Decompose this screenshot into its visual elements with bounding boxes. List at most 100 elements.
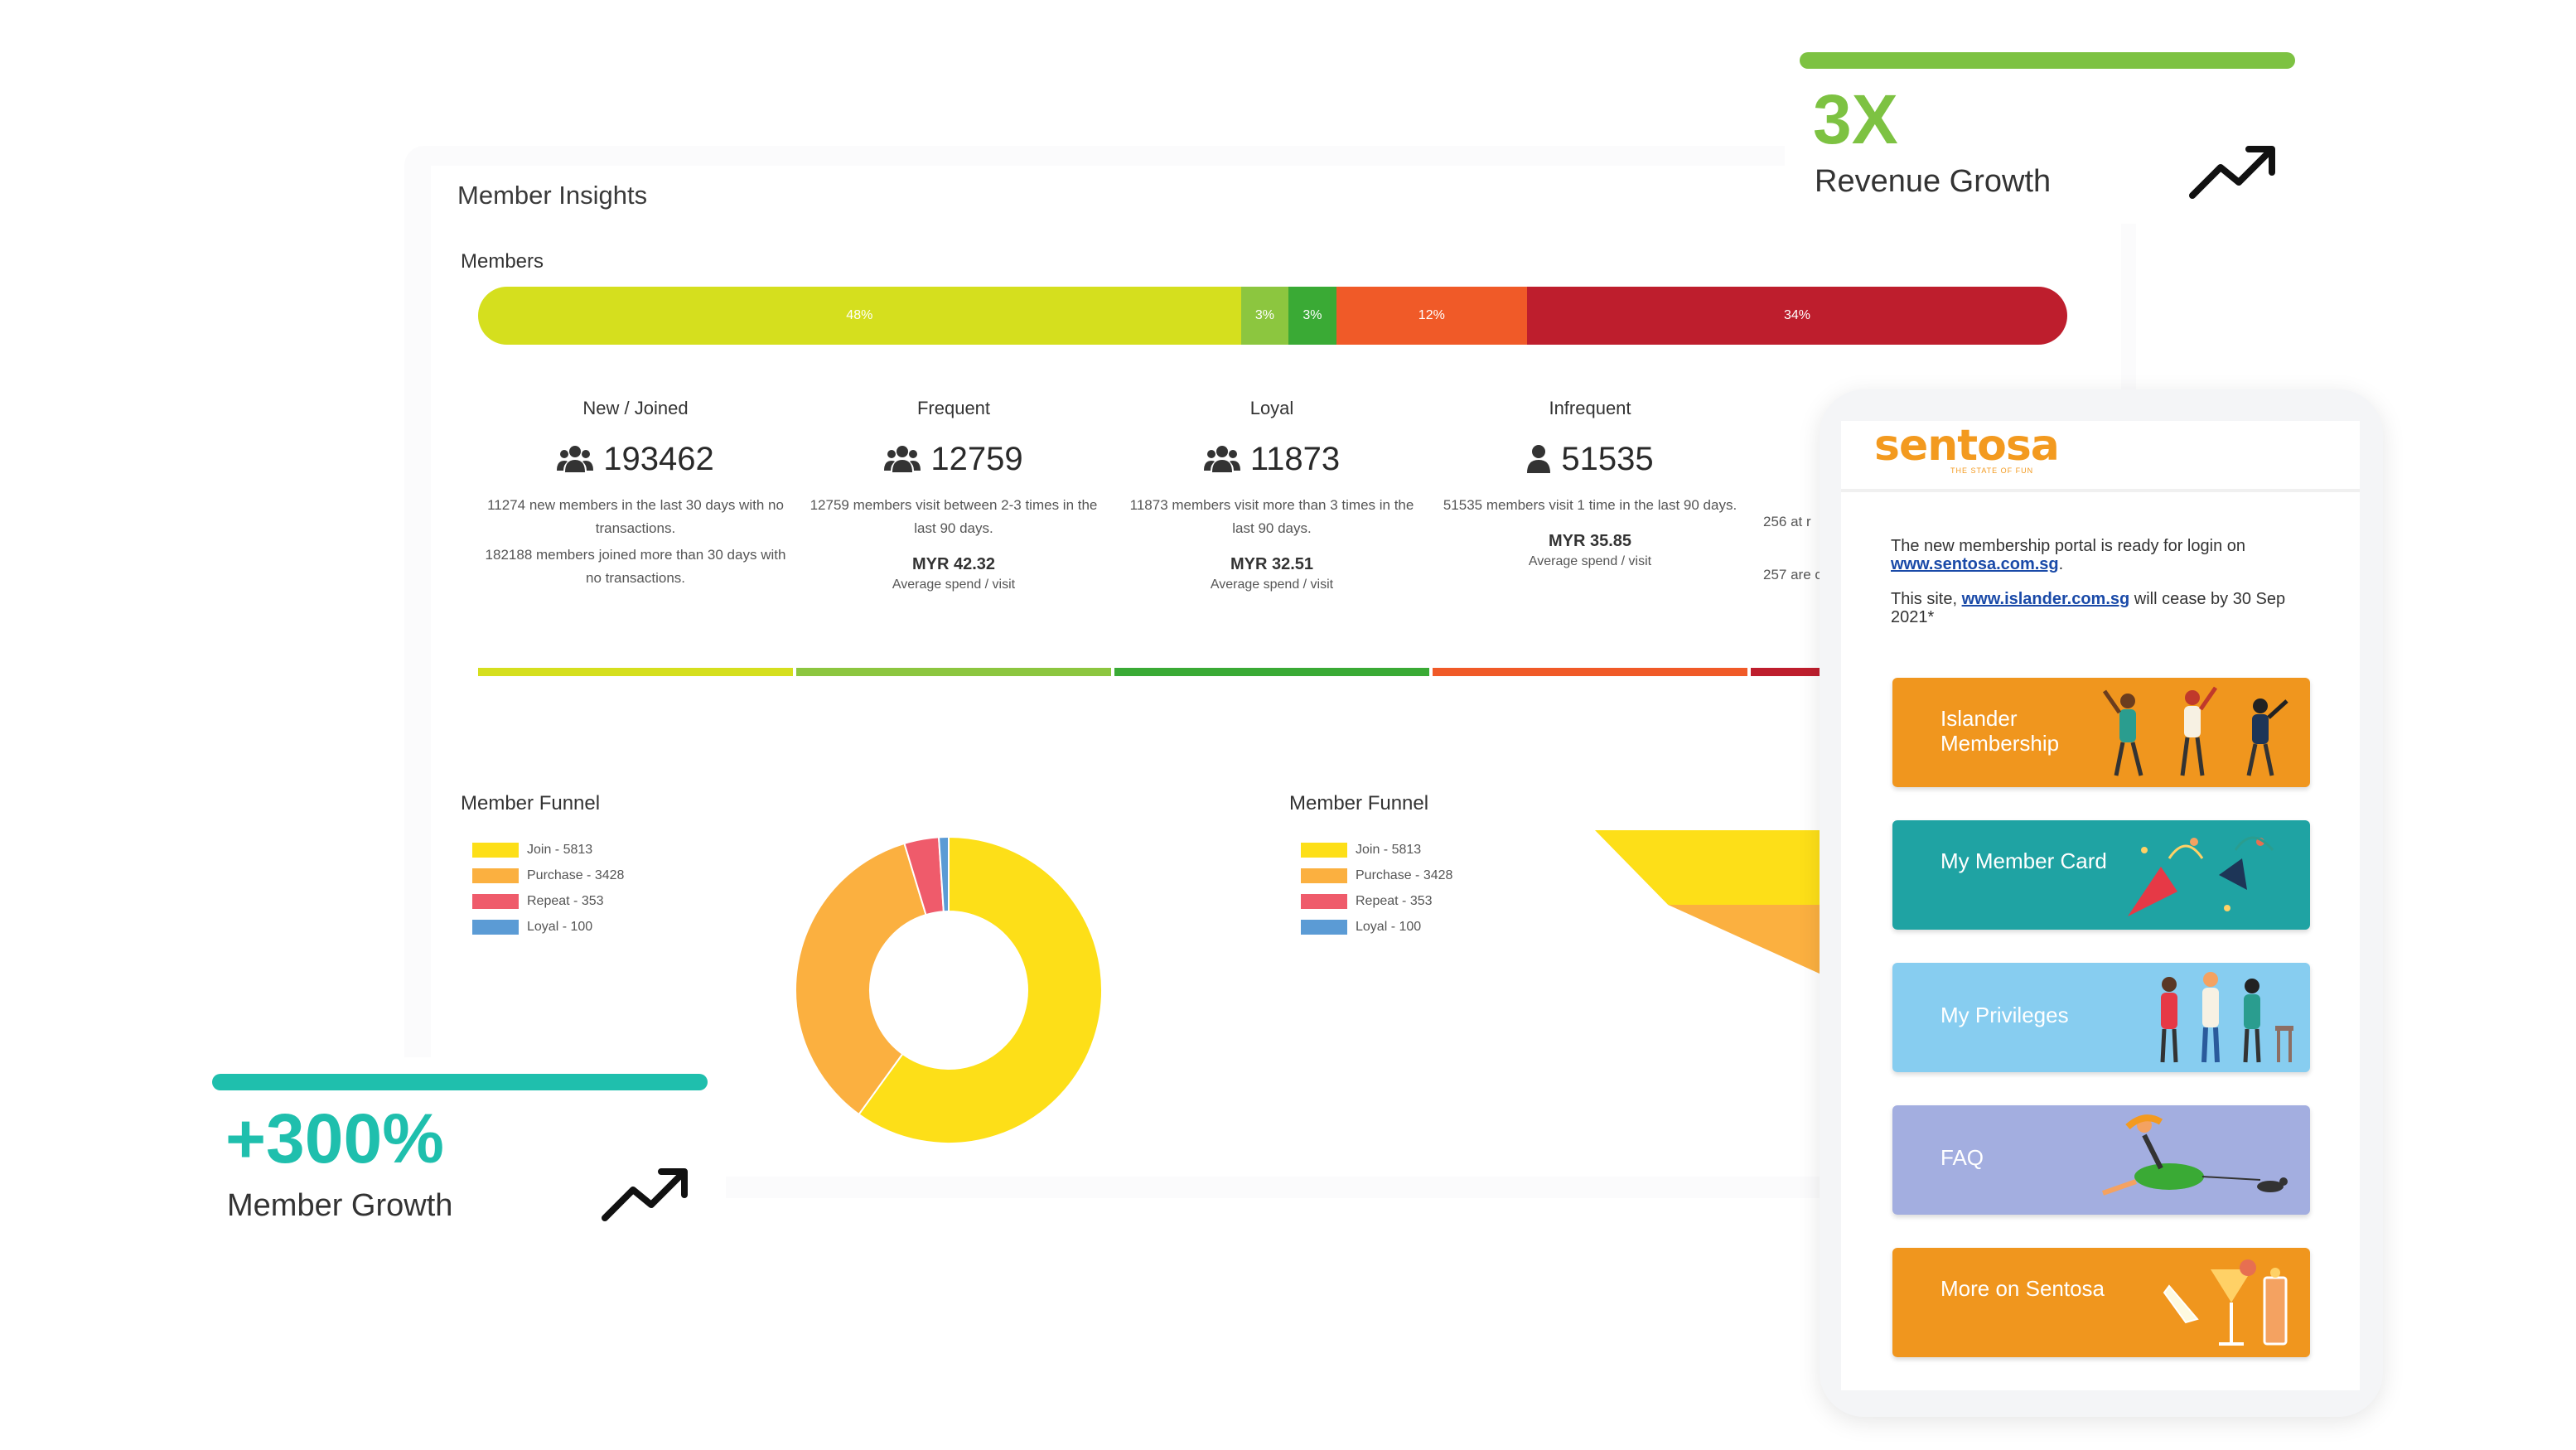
legend-item-repeat[interactable]: Repeat - 353: [472, 888, 624, 914]
member-growth-label: Member Growth: [227, 1188, 453, 1223]
stat-title: Infrequent: [1549, 398, 1631, 418]
islander-link[interactable]: www.islander.com.sg: [1961, 590, 2130, 608]
segment-at-risk[interactable]: 34%: [1526, 287, 2067, 345]
members-segment-bar: 48% 3% 3% 12% 34%: [478, 287, 2067, 345]
tile-label: More on Sentosa: [1940, 1276, 2105, 1301]
legend-item-loyal[interactable]: Loyal - 100: [1301, 914, 1452, 940]
legend-item-repeat[interactable]: Repeat - 353: [1301, 888, 1452, 914]
stat-underline-frequent: [796, 668, 1111, 676]
trend-up-icon: [2189, 146, 2275, 199]
stat-spend-label: Average spend / visit: [1210, 578, 1334, 592]
legend-item-join[interactable]: Join - 5813: [1301, 837, 1452, 863]
page-title: Member Insights: [457, 181, 648, 210]
stat-spend: MYR 32.51: [1230, 555, 1314, 573]
stat-spend-label: Average spend / visit: [1528, 554, 1652, 568]
donut-slice-purchase[interactable]: [795, 842, 927, 1116]
trend-up-icon: [602, 1168, 688, 1221]
legend-swatch: [1301, 893, 1347, 909]
stat-count: 193462: [482, 434, 789, 484]
stat-loyal: Loyal 11873 11873 members visit more tha…: [1119, 398, 1425, 592]
stat-at-risk-partial: 256 at r 257 are c: [1763, 514, 1821, 583]
funnel-title: Member Funnel: [461, 792, 601, 814]
funnel-legend: Join - 5813 Purchase - 3428 Repeat - 353…: [472, 837, 624, 940]
legend-swatch: [472, 842, 519, 858]
legend-swatch: [1301, 919, 1347, 935]
site-cease-notice: This site, www.islander.com.sg will ceas…: [1891, 590, 2330, 626]
users-icon: [1203, 446, 1240, 472]
stat-count: 11873: [1119, 434, 1425, 484]
header-divider: [1841, 489, 2360, 492]
segment-infrequent[interactable]: 12%: [1336, 287, 1527, 345]
stat-spend: MYR 35.85: [1548, 532, 1632, 550]
legend-item-purchase[interactable]: Purchase - 3428: [472, 863, 624, 888]
notice-text: The new membership portal is ready for l…: [1891, 537, 2245, 555]
sentosa-tagline: THE STATE OF FUN: [1950, 466, 2034, 475]
stat-description: 12759 members visit between 2-3 times in…: [810, 497, 1098, 536]
members-label: Members: [461, 250, 544, 273]
segment-loyal[interactable]: 3%: [1288, 287, 1336, 345]
notice-text-end: will cease by 30 Sep 2021*: [1891, 590, 2286, 626]
legend-item-purchase[interactable]: Purchase - 3428: [1301, 863, 1452, 888]
legend-label: Repeat - 353: [527, 893, 604, 908]
donut-slice-join[interactable]: [858, 835, 1103, 1144]
member-funnel-chart: [1595, 830, 1831, 979]
notice-text: This site,: [1891, 590, 1962, 608]
legend-item-loyal[interactable]: Loyal - 100: [472, 914, 624, 940]
tile-label: FAQ: [1940, 1145, 1984, 1170]
revenue-growth-card: [1785, 48, 2298, 224]
stat-new-joined: New / Joined 193462 11274 new members in…: [482, 398, 789, 590]
stat-description: 11873 members visit more than 3 times in…: [1129, 497, 1414, 536]
people-toast-icon: [2160, 972, 2293, 1063]
stat-underline-new: [478, 668, 793, 676]
funnel-legend-2: Join - 5813 Purchase - 3428 Repeat - 353…: [1301, 837, 1452, 940]
revenue-growth-bar: [1800, 52, 2295, 69]
segment-frequent[interactable]: 3%: [1240, 287, 1289, 345]
my-member-card-tile[interactable]: My Member Card: [1892, 820, 2310, 930]
legend-item-join[interactable]: Join - 5813: [472, 837, 624, 863]
segment-new[interactable]: 48%: [478, 287, 1241, 345]
more-on-sentosa-tile[interactable]: More on Sentosa: [1892, 1248, 2310, 1357]
user-icon: [1527, 445, 1551, 473]
revenue-growth-label: Revenue Growth: [1815, 164, 2052, 199]
tile-label: My Member Card: [1940, 848, 2107, 873]
running-woman-icon: [2102, 1114, 2288, 1196]
revenue-growth-value: 3X: [1813, 80, 1898, 158]
stat-title: Frequent: [916, 398, 991, 418]
donut-slice-loyal[interactable]: [937, 835, 950, 913]
stat-underline-infrequent: [1433, 668, 1747, 676]
stat-underline-at-risk: [1751, 668, 1825, 676]
legend-swatch: [472, 919, 519, 935]
stat-count: 51535: [1437, 434, 1743, 484]
legend-swatch: [1301, 868, 1347, 883]
stat-count-value: 51535: [1561, 440, 1654, 477]
sentosa-logo[interactable]: sentosa: [1874, 421, 2060, 471]
portal-notice: The new membership portal is ready for l…: [1891, 537, 2330, 573]
funnel-level-purchase[interactable]: [1668, 905, 1831, 979]
legend-swatch: [472, 868, 519, 883]
legend-label: Repeat - 353: [1356, 893, 1433, 908]
faq-tile[interactable]: FAQ: [1892, 1105, 2310, 1215]
stat-count-value: 12759: [930, 440, 1023, 477]
users-icon: [884, 446, 921, 472]
stat-description-2: 257 are c: [1763, 567, 1821, 582]
funnel-title-2: Member Funnel: [1289, 792, 1429, 814]
member-growth-bar: [212, 1074, 708, 1090]
legend-label: Loyal - 100: [1356, 919, 1422, 934]
my-privileges-tile[interactable]: My Privileges: [1892, 963, 2310, 1072]
legend-label: Join - 5813: [527, 842, 593, 857]
stat-title: New / Joined: [582, 398, 689, 418]
stat-count-value: 193462: [603, 440, 714, 477]
funnel-level-join[interactable]: [1595, 830, 1831, 905]
stat-description: 256 at r: [1763, 514, 1811, 529]
stat-spend-label: Average spend / visit: [892, 578, 1016, 592]
legend-swatch: [1301, 842, 1347, 858]
party-popper-icon: [2128, 836, 2274, 916]
stat-spend: MYR 42.32: [911, 555, 996, 573]
legend-label: Purchase - 3428: [527, 868, 625, 882]
islander-membership-tile[interactable]: Islander Membership: [1892, 678, 2310, 787]
member-funnel-donut-chart: [795, 835, 1103, 1144]
dancing-people-icon: [2102, 686, 2288, 776]
legend-label: Loyal - 100: [527, 919, 593, 934]
sentosa-link[interactable]: www.sentosa.com.sg: [1891, 555, 2059, 573]
stat-title: Loyal: [1249, 398, 1294, 418]
